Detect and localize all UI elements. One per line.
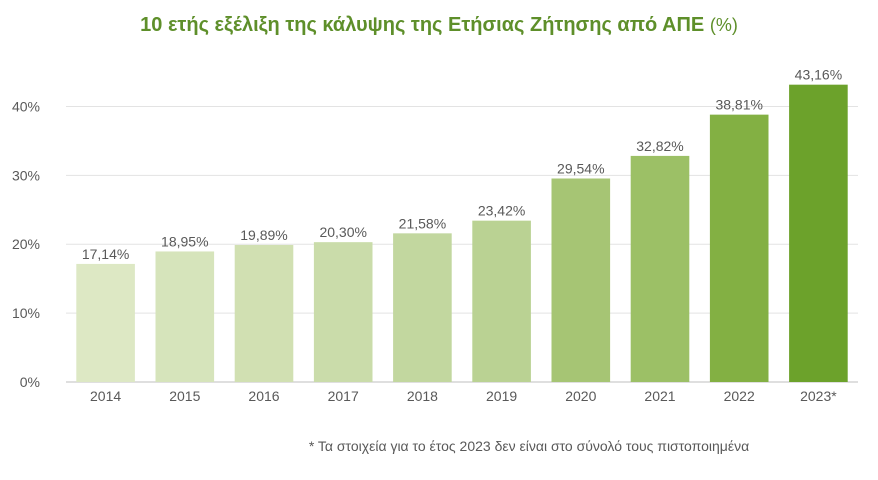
- data-label: 32,82%: [636, 138, 683, 154]
- x-tick-label: 2018: [407, 388, 438, 404]
- data-label: 19,89%: [240, 227, 287, 243]
- bar: [155, 251, 215, 382]
- x-tick-label: 2015: [169, 388, 200, 404]
- footnote: * Τα στοιχεία για το έτος 2023 δεν είναι…: [308, 438, 750, 454]
- y-tick-label: 10%: [12, 305, 40, 321]
- x-axis: 2014 2015 2016 2017 2018 2019 2020 2021 2022 2023…: [90, 388, 837, 404]
- bars: [76, 84, 848, 383]
- x-tick-label: 2022: [724, 388, 755, 404]
- bar: [709, 114, 769, 383]
- bar: [76, 263, 135, 382]
- data-label: 21,58%: [399, 215, 446, 231]
- x-tick-label: 2016: [248, 388, 279, 404]
- data-label: 18,95%: [161, 233, 208, 249]
- data-label: 29,54%: [557, 161, 604, 177]
- data-labels: 17,14% 18,95% 19,89% 20,30% 21,58% 23,42% 29,5…: [82, 67, 842, 262]
- chart-title-unit: (%): [709, 15, 738, 35]
- x-tick-label: 2023*: [800, 388, 837, 404]
- data-label: 43,16%: [795, 67, 842, 83]
- bar: [630, 155, 690, 382]
- y-tick-label: 20%: [12, 236, 40, 252]
- y-tick-label: 0%: [20, 374, 40, 390]
- bar: [313, 242, 373, 382]
- x-tick-label: 2019: [486, 388, 517, 404]
- data-label: 20,30%: [319, 224, 366, 240]
- x-tick-label: 2014: [90, 388, 121, 404]
- bar: [234, 244, 294, 382]
- chart-title-text: 10 ετής εξέλιξη της κάλυψης της Ετήσιας …: [140, 14, 705, 36]
- chart-title: 10 ετής εξέλιξη της κάλυψης της Ετήσιας …: [0, 14, 878, 37]
- x-tick-label: 2017: [328, 388, 359, 404]
- data-label: 38,81%: [715, 97, 762, 113]
- bar-chart: 0% 10% 20% 30% 40% 17,14% 18,95% 19,89% 20,30% 2…: [12, 67, 858, 404]
- x-tick-label: 2021: [644, 388, 675, 404]
- data-label: 17,14%: [82, 246, 129, 262]
- bar: [789, 84, 848, 383]
- bar: [551, 178, 611, 382]
- y-axis: 0% 10% 20% 30% 40%: [12, 98, 40, 390]
- bar: [472, 220, 531, 382]
- y-tick-label: 30%: [12, 167, 40, 183]
- bar: [393, 233, 452, 382]
- data-label: 23,42%: [478, 203, 525, 219]
- y-tick-label: 40%: [12, 98, 40, 114]
- x-tick-label: 2020: [565, 388, 596, 404]
